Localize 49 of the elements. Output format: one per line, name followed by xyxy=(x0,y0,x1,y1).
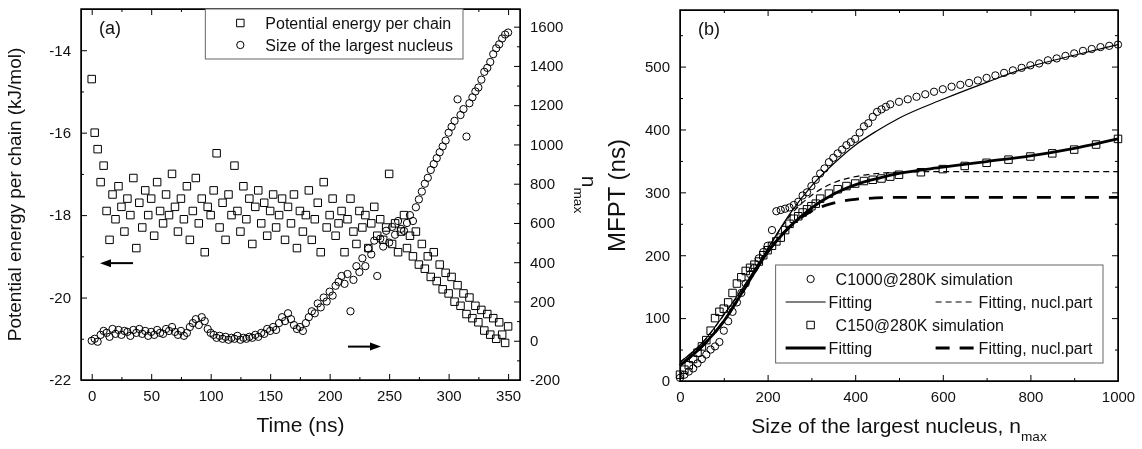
legend-label: C150@280K simulation xyxy=(835,317,1004,334)
y2-tick-label: 1600 xyxy=(530,17,564,35)
y2-tick-label: 1000 xyxy=(530,135,564,153)
x-tick-label: 400 xyxy=(843,387,869,405)
annotation: (b) xyxy=(698,19,720,39)
y2-tick-label: 200 xyxy=(530,292,556,310)
x-tick-label: 150 xyxy=(258,386,284,404)
y2-tick-label: 400 xyxy=(530,253,556,271)
x-tick-label: 0 xyxy=(88,386,97,404)
x-tick-label: 800 xyxy=(1018,387,1044,405)
x-tick-label: 1000 xyxy=(1101,387,1136,405)
y-tick-label: -22 xyxy=(49,371,71,389)
y2-tick-label: 1400 xyxy=(530,57,564,75)
legend-label: C1000@280K simulation xyxy=(835,271,1013,288)
x-tick-label: 0 xyxy=(676,387,685,405)
x-tick-label: 350 xyxy=(496,386,522,404)
y2-tick-label: 0 xyxy=(530,332,539,350)
x-tick-label: 100 xyxy=(198,386,224,404)
x-tick-label: 200 xyxy=(317,386,343,404)
y-axis-title: Potential energy per chain (kJ/mol) xyxy=(4,47,25,342)
x-tick-label: 50 xyxy=(143,386,161,404)
y-tick-label: 500 xyxy=(644,57,670,75)
y2-tick-label: 800 xyxy=(530,175,556,192)
x-tick-label: 200 xyxy=(755,387,781,405)
y-tick-label: 200 xyxy=(644,246,670,264)
y2-tick-label: -200 xyxy=(530,371,561,389)
legend-label: Fitting xyxy=(828,340,873,357)
legend-label: Fitting, nucl.part xyxy=(978,294,1093,311)
y2-tick-label: 600 xyxy=(530,214,556,232)
y-tick-label: -20 xyxy=(49,288,71,306)
x-axis-title: Time (ns) xyxy=(256,413,345,436)
y-tick-label: 300 xyxy=(644,183,670,201)
y-tick-label: -16 xyxy=(49,123,71,141)
x-tick-label: 600 xyxy=(930,387,956,405)
y-axis-title: MFPT (ns) xyxy=(603,139,630,252)
legend-label: Fitting, nucl.part xyxy=(978,340,1093,357)
y-tick-label: 0 xyxy=(661,372,670,390)
x-tick-label: 300 xyxy=(436,386,462,404)
y-tick-label: -18 xyxy=(49,206,71,224)
legend-label: Potential energy per chain xyxy=(265,15,452,32)
legend-label: Fitting xyxy=(828,294,873,311)
x-axis-title: Size of the largest nucleus, n$_{max}$ xyxy=(751,414,1047,444)
annotation: (a) xyxy=(99,18,121,38)
y2-tick-label: 1200 xyxy=(530,96,564,114)
x-tick-label: 250 xyxy=(377,386,403,404)
legend-label: Size of the largest nucleus xyxy=(265,37,453,54)
y-tick-label: 100 xyxy=(644,309,670,327)
y-tick-label: 400 xyxy=(644,120,670,138)
y-tick-label: -14 xyxy=(49,41,71,59)
